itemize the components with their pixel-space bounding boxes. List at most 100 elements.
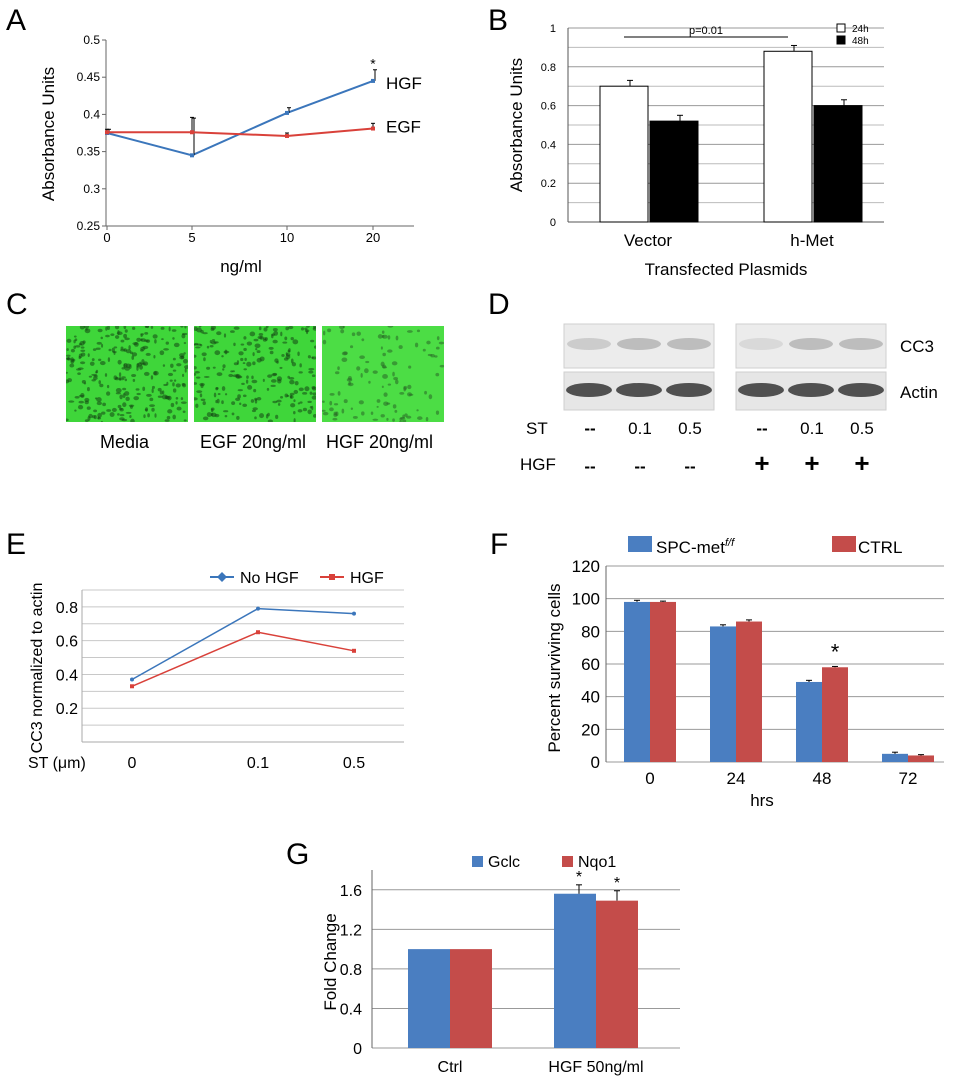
cell [311, 356, 314, 359]
cell [92, 415, 96, 419]
cell [269, 350, 274, 355]
cell [100, 336, 103, 340]
cell [306, 326, 310, 328]
cell [121, 367, 126, 370]
cell [122, 387, 127, 391]
cell [277, 402, 281, 406]
cell [272, 400, 278, 404]
cell [173, 342, 180, 348]
cell [159, 390, 163, 395]
bar-ctrl [822, 667, 848, 762]
cell [157, 395, 163, 398]
x-tick-label: 10 [280, 230, 294, 245]
cell [252, 361, 256, 366]
cell [238, 351, 244, 356]
cell [141, 359, 145, 365]
cell [128, 345, 131, 350]
cell [340, 329, 345, 334]
cell [101, 343, 104, 348]
cell [250, 399, 255, 403]
cell [107, 357, 111, 362]
cell [76, 368, 82, 371]
cell [122, 402, 127, 408]
bar-ctrl [736, 621, 762, 762]
y-tick-label: 0 [591, 753, 600, 772]
cell [201, 352, 207, 357]
cell [290, 403, 296, 408]
cell [251, 409, 257, 413]
category-label: 0 [645, 769, 654, 788]
cell [194, 373, 197, 376]
cell [361, 338, 365, 342]
x-tick-label: 0.5 [343, 755, 365, 772]
cell [171, 329, 177, 332]
cell [329, 393, 335, 396]
cell [114, 335, 120, 340]
y-axis-label: Absorbance Units [39, 67, 58, 201]
cell [121, 418, 128, 422]
cell [392, 418, 395, 422]
cell [114, 326, 120, 330]
cell [285, 352, 288, 356]
legend-label: Gclc [488, 854, 520, 871]
cc3-band [667, 338, 711, 350]
cell [236, 360, 240, 365]
panel-letter-f: F [490, 528, 509, 561]
panel-letter-c: C [6, 288, 28, 321]
cell [285, 326, 289, 331]
cell [140, 338, 143, 342]
cell [106, 391, 111, 396]
cell [383, 392, 388, 397]
cell [275, 414, 279, 420]
y-tick-label: 1.2 [340, 922, 362, 939]
y-tick-label: 0.35 [77, 145, 101, 159]
cell [337, 391, 341, 396]
actin-band [666, 383, 712, 397]
cell [151, 388, 154, 394]
cell [211, 339, 216, 342]
caption-hgf: HGF 20ng/ml [326, 432, 434, 452]
cell [254, 397, 258, 401]
cell [307, 400, 312, 404]
cell [424, 390, 428, 395]
cell [217, 392, 221, 396]
legend-marker [329, 574, 335, 580]
cell [140, 362, 146, 366]
y-tick-label: 1 [550, 23, 556, 35]
cell [110, 333, 115, 337]
cell [232, 370, 235, 373]
cell [195, 376, 201, 379]
bar-gclc [554, 893, 596, 1048]
cell [272, 339, 278, 344]
bar-48h [649, 120, 699, 223]
cell [230, 370, 234, 373]
cell [297, 402, 301, 405]
cell [276, 360, 279, 364]
cell [263, 327, 268, 332]
cell [348, 381, 351, 386]
cell [387, 349, 393, 353]
y-tick-label: 0 [353, 1041, 362, 1058]
y-tick-label: 0.25 [77, 219, 101, 233]
y-tick-label: 0.2 [541, 178, 556, 190]
cell [92, 348, 97, 352]
cell-texture [322, 326, 444, 422]
cell [245, 379, 249, 384]
cell [67, 356, 70, 361]
cell [181, 373, 185, 377]
cell [341, 357, 348, 362]
cell [167, 409, 173, 414]
cell [232, 374, 239, 378]
cell [161, 390, 165, 395]
cell [143, 414, 146, 419]
cell [211, 341, 217, 345]
cell [350, 407, 354, 411]
cell [272, 372, 278, 376]
y-tick-label: 0.6 [541, 101, 556, 113]
cell [393, 377, 399, 381]
cell [292, 339, 299, 345]
cell [298, 371, 303, 374]
cell [69, 363, 75, 368]
cell [341, 408, 345, 414]
cell [240, 357, 244, 362]
